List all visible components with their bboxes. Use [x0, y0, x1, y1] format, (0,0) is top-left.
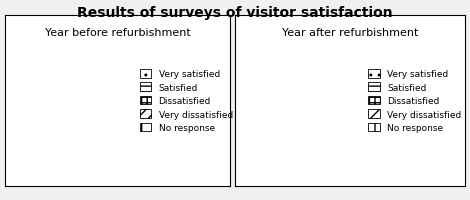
Wedge shape: [47, 52, 80, 108]
Text: 5: 5: [317, 40, 323, 49]
Legend: Very satisfied, Satisfied, Dissatisfied, Very dissatisfied, No response: Very satisfied, Satisfied, Dissatisfied,…: [138, 68, 235, 134]
Wedge shape: [260, 58, 310, 108]
Wedge shape: [310, 56, 327, 108]
Text: 35: 35: [368, 94, 379, 102]
Text: 5: 5: [298, 40, 303, 49]
Wedge shape: [24, 63, 80, 164]
Wedge shape: [80, 52, 97, 108]
Wedge shape: [310, 58, 363, 150]
Text: Year after refurbishment: Year after refurbishment: [282, 28, 418, 38]
Text: 40: 40: [9, 125, 20, 134]
Text: Results of surveys of visitor satisfaction: Results of surveys of visitor satisfacti…: [77, 6, 393, 20]
Text: 40: 40: [267, 155, 278, 164]
Wedge shape: [294, 56, 310, 108]
Text: Year before refurbishment: Year before refurbishment: [45, 28, 190, 38]
Legend: Very satisfied, Satisfied, Dissatisfied, Very dissatisfied, No response: Very satisfied, Satisfied, Dissatisfied,…: [366, 68, 463, 134]
Text: 5: 5: [88, 36, 94, 45]
Text: 30: 30: [130, 144, 141, 153]
Wedge shape: [80, 91, 136, 164]
Wedge shape: [80, 55, 133, 108]
Text: 15: 15: [259, 58, 271, 67]
Text: 15: 15: [123, 55, 134, 64]
Wedge shape: [258, 92, 341, 160]
Text: 10: 10: [53, 38, 64, 47]
